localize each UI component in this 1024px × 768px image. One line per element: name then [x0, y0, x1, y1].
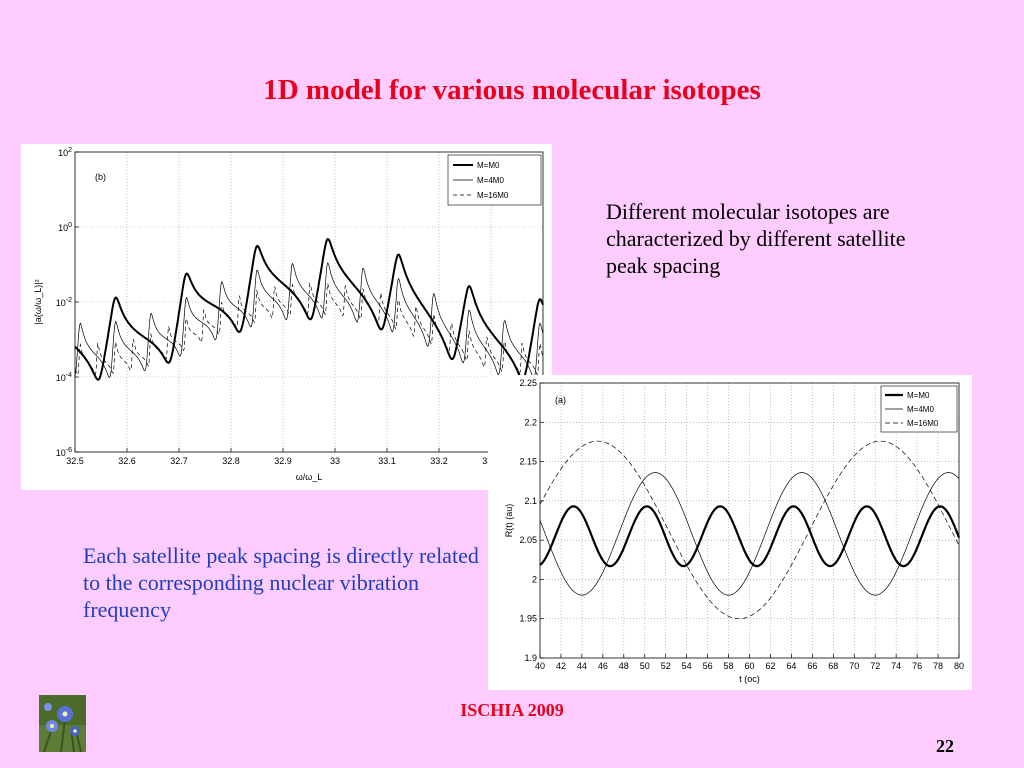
- series-line-M=4M0: [74, 262, 544, 380]
- flower-logo: [39, 695, 86, 753]
- y-tick-label: 2.2: [524, 417, 537, 427]
- panel-label: (a): [555, 395, 566, 405]
- x-tick-label: 54: [682, 661, 692, 671]
- legend-entry: M=4M0: [477, 176, 504, 185]
- isotope-description: Different molecular isotopes are charact…: [606, 199, 906, 278]
- x-tick-label: 33.1: [378, 456, 396, 466]
- y-axis-label: R(t) (au): [504, 504, 514, 538]
- x-tick-label: 52: [661, 661, 671, 671]
- y-tick-label: 102: [58, 147, 72, 158]
- spectrum-chart: 32.532.632.732.832.93333.133.233.333.410…: [33, 147, 552, 482]
- legend-entry: M=M0: [477, 161, 500, 170]
- x-tick-label: 66: [807, 661, 817, 671]
- y-tick-label: 10-4: [56, 372, 72, 383]
- y-tick-label: 2.25: [519, 378, 537, 388]
- x-tick-label: 60: [744, 661, 754, 671]
- y-tick-label: 10-6: [56, 447, 72, 458]
- series-line-M=M0: [539, 505, 961, 568]
- x-tick-label: 72: [870, 661, 880, 671]
- panel-label: (b): [95, 172, 106, 182]
- bond-length-chart: 40 42 44 46 48 50 52 54 56 58 60 62 64 66 68 70 72 74 76 78…: [504, 378, 964, 684]
- x-tick-label: 32.9: [274, 456, 292, 466]
- x-tick-label: 68: [828, 661, 838, 671]
- series-line-M=16M0: [74, 282, 544, 376]
- series-line-M=M0: [74, 237, 544, 381]
- flower-logo-icon: [39, 695, 86, 753]
- x-tick-label: 42: [556, 661, 566, 671]
- x-tick-label: 78: [933, 661, 943, 671]
- y-tick-label: 2: [532, 574, 537, 584]
- x-tick-label: 62: [765, 661, 775, 671]
- x-tick-label: 48: [619, 661, 629, 671]
- x-tick-label: 74: [891, 661, 901, 671]
- x-tick-label: 33: [330, 456, 340, 466]
- x-tick-label: 32.6: [118, 456, 136, 466]
- x-tick-label: 32.5: [66, 456, 84, 466]
- y-tick-label: 1.95: [519, 614, 537, 624]
- x-tick-label: 58: [724, 661, 734, 671]
- legend-entry: M=M0: [907, 391, 930, 400]
- x-axis-label: ω/ω_L: [296, 472, 323, 482]
- y-tick-label: 1.9: [524, 653, 537, 663]
- y-axis-label: |a(ω/ω_L)|²: [33, 279, 43, 324]
- series-line-M=16M0: [539, 440, 960, 620]
- spectrum-chart-panel: 32.532.632.732.832.93333.133.233.333.410…: [21, 144, 552, 490]
- footer-conference: ISCHIA 2009: [460, 700, 564, 720]
- x-tick-label: 64: [786, 661, 796, 671]
- x-tick-label: 46: [598, 661, 608, 671]
- x-tick-label: 70: [849, 661, 859, 671]
- x-tick-label: 44: [577, 661, 587, 671]
- legend-entry: M=16M0: [907, 419, 939, 428]
- y-tick-label: 2.1: [524, 496, 537, 506]
- x-tick-label: 32.8: [222, 456, 240, 466]
- vibration-description: Each satellite peak spacing is directly …: [83, 543, 479, 622]
- y-tick-label: 2.05: [519, 535, 537, 545]
- x-tick-label: 40: [535, 661, 545, 671]
- x-tick-label: 80: [954, 661, 964, 671]
- x-tick-label: 33.2: [430, 456, 448, 466]
- x-axis-label: t (oc): [739, 674, 760, 684]
- series-line-M=4M0: [539, 472, 960, 596]
- page-number: 22: [936, 736, 954, 756]
- bond-length-chart-panel: 40 42 44 46 48 50 52 54 56 58 60 62 64 66 68 70 72 74 76 78…: [488, 375, 972, 690]
- y-tick-label: 100: [58, 222, 72, 233]
- x-tick-label: 32.7: [170, 456, 188, 466]
- y-tick-label: 2.15: [519, 457, 537, 467]
- y-tick-label: 10-2: [56, 297, 72, 308]
- slide-title: 1D model for various molecular isotopes: [263, 74, 761, 106]
- x-tick-label: 76: [912, 661, 922, 671]
- legend-entry: M=16M0: [477, 191, 509, 200]
- x-tick-label: 56: [703, 661, 713, 671]
- legend-entry: M=4M0: [907, 405, 934, 414]
- x-tick-label: 50: [640, 661, 650, 671]
